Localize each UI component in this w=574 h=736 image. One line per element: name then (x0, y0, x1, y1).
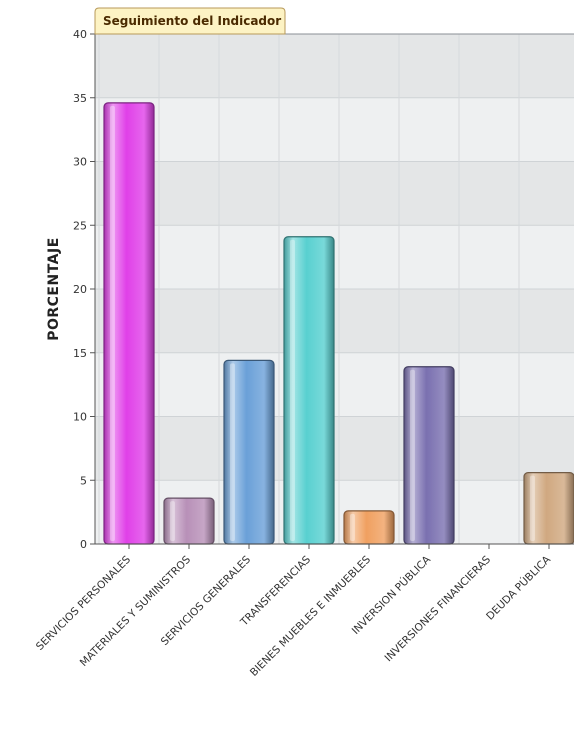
bar-highlight (530, 475, 535, 541)
title-tab-shape (94, 7, 286, 35)
grid-band (95, 161, 574, 226)
grid-band (95, 34, 574, 98)
y-tick-labels: 0 5 10 15 20 25 30 35 40 (73, 28, 87, 551)
y-axis-title: PORCENTAJE (46, 237, 62, 341)
chart-title-tab: Seguimiento del Indicador (94, 7, 286, 35)
y-tick-label: 30 (73, 156, 87, 169)
y-tick-label: 20 (73, 283, 87, 296)
y-tick-label: 35 (73, 92, 87, 105)
bar-highlight (290, 239, 295, 541)
y-tick-label: 15 (73, 347, 87, 360)
x-category-label: INVERSIONES FINANCIERAS (383, 553, 494, 664)
bar-highlight (110, 105, 115, 541)
x-category-label: MATERIALES Y SUMINISTROS (78, 553, 194, 669)
bar-highlight (350, 513, 355, 541)
x-category-label: SERVICIOS PERSONALES (34, 553, 133, 652)
bar-highlight (410, 369, 415, 541)
y-tick-label: 0 (80, 538, 87, 551)
bar-highlight (170, 501, 175, 541)
grid-band (95, 97, 574, 162)
bar-highlight (230, 363, 235, 541)
chart-title: Seguimiento del Indicador (103, 14, 281, 28)
y-tick-label: 40 (73, 28, 87, 41)
y-tick-label: 25 (73, 219, 87, 232)
x-category-label: DEUDA PÚBLICA (483, 552, 553, 622)
y-tick-label: 10 (73, 411, 87, 424)
y-tick-label: 5 (80, 474, 87, 487)
x-category-label: BIENES MUEBLES E INMUEBLES (248, 553, 374, 679)
